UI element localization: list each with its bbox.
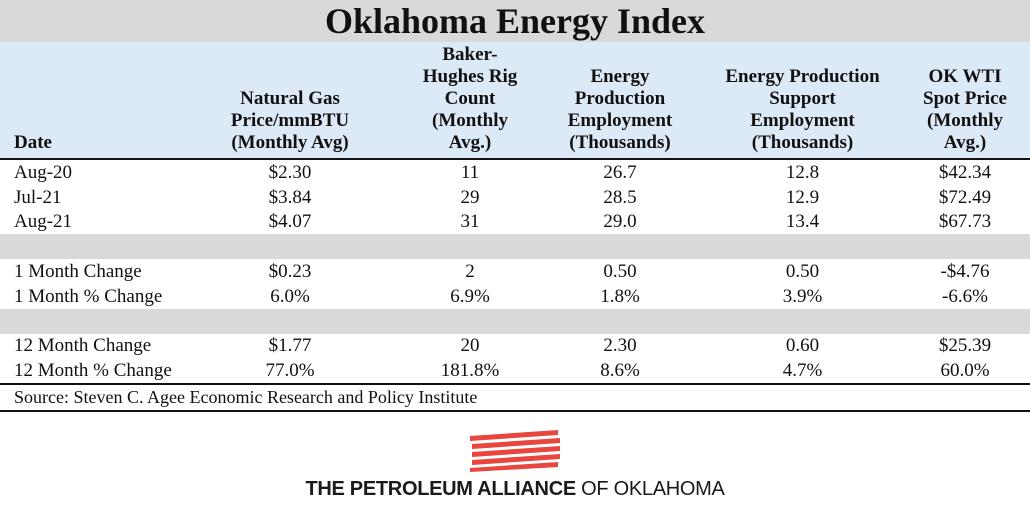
row-label: 1 Month Change (14, 261, 142, 282)
row-label: Aug-20 (14, 162, 73, 183)
table-cell: 6.9% (450, 286, 490, 307)
table-cell: 12.8 (785, 162, 820, 183)
table-cell: 8.6% (600, 360, 640, 381)
table-row: 1 Month Change $0.23 2 0.50 0.50 -$4.76 (0, 259, 1030, 284)
table-cell: 26.7 (603, 162, 637, 183)
table-cell: 29.0 (603, 211, 637, 232)
table-cell: 28.5 (603, 187, 637, 208)
page-title: Oklahoma Energy Index (0, 0, 1030, 42)
table-cell: $0.23 (268, 261, 312, 282)
logo-text-bold: THE PETROLEUM ALLIANCE (305, 478, 576, 500)
logo-wordmark: THE PETROLEUM ALLIANCE OF OKLAHOMA (0, 478, 1030, 501)
row-separator (0, 309, 1030, 334)
table-cell: $1.77 (268, 335, 312, 356)
table-cell: $42.34 (938, 162, 992, 183)
table-cell: $2.30 (268, 162, 312, 183)
table-cell: 2 (465, 261, 475, 282)
table-row: Jul-21 $3.84 29 28.5 12.9 $72.49 (0, 185, 1030, 210)
header-line: Energy (590, 66, 650, 87)
table-cell: $72.49 (938, 187, 992, 208)
table-cell: 1.8% (600, 286, 640, 307)
header-line: Count (444, 88, 496, 109)
table-cell: -$4.76 (940, 261, 990, 282)
row-label: 12 Month % Change (14, 360, 172, 381)
table-row: Aug-21 $4.07 31 29.0 13.4 $67.73 (0, 209, 1030, 234)
table-cell: 0.50 (785, 261, 820, 282)
header-production-employment: Energy Production Employment (Thousands) (550, 66, 690, 154)
header-line: Hughes Rig (422, 66, 518, 87)
header-rig-count: Baker- Hughes Rig Count (Monthly Avg.) (390, 44, 550, 154)
header-line: (Monthly (432, 110, 508, 131)
table-cell: $25.39 (938, 335, 992, 356)
table-cell: 0.50 (603, 261, 637, 282)
table-cell: 13.4 (785, 211, 820, 232)
table-row: Aug-20 $2.30 11 26.7 12.8 $42.34 (0, 160, 1030, 185)
header-line: Baker- (442, 44, 498, 65)
table-cell: 4.7% (782, 360, 823, 381)
header-support-employment: Energy Production Support Employment (Th… (715, 66, 890, 154)
table-row: 12 Month Change $1.77 20 2.30 0.60 $25.3… (0, 333, 1030, 358)
table-cell: 20 (460, 335, 480, 356)
header-date: Date (14, 132, 52, 153)
table-cell: $67.73 (938, 211, 992, 232)
table-cell: 29 (460, 187, 480, 208)
table-cell: 12.9 (785, 187, 820, 208)
header-line: (Thousands) (751, 132, 854, 153)
header-line: Production (574, 88, 666, 109)
header-line: (Monthly (927, 110, 1003, 131)
logo-text-light: OF OKLAHOMA (575, 478, 725, 500)
table-cell: 6.0% (270, 286, 310, 307)
table-cell: 11 (460, 162, 480, 183)
header-line: (Thousands) (569, 132, 671, 153)
table-cell: 60.0% (940, 360, 990, 381)
header-line: Employment (750, 110, 855, 131)
table-cell: 77.0% (265, 360, 315, 381)
header-line: Spot Price (923, 88, 1007, 109)
row-label: 12 Month Change (14, 335, 152, 356)
header-line: OK WTI (928, 66, 1002, 87)
source-note: Source: Steven C. Agee Economic Research… (0, 383, 1030, 412)
header-line: (Monthly Avg) (231, 132, 349, 153)
table-cell: 3.9% (782, 286, 823, 307)
table-cell: $4.07 (268, 211, 312, 232)
table-cell: 31 (460, 211, 480, 232)
row-label: Aug-21 (14, 211, 73, 232)
header-line: Support (769, 88, 836, 109)
header-natural-gas: Natural Gas Price/mmBTU (Monthly Avg) (210, 88, 370, 154)
header-line: Natural Gas (240, 88, 340, 109)
source-text: Source: Steven C. Agee Economic Research… (14, 387, 478, 407)
row-separator (0, 234, 1030, 259)
header-line: Energy Production (725, 66, 880, 87)
row-label: Jul-21 (14, 187, 62, 208)
table-cell: $3.84 (268, 187, 312, 208)
table-row: 12 Month % Change 77.0% 181.8% 8.6% 4.7%… (0, 358, 1030, 383)
header-wti-price: OK WTI Spot Price (Monthly Avg.) (905, 66, 1025, 154)
table-cell: 181.8% (440, 360, 500, 381)
header-line: Employment (567, 110, 673, 131)
table-cell: 2.30 (603, 335, 637, 356)
header-line: Avg.) (448, 132, 492, 153)
header-line: Avg.) (943, 132, 987, 153)
table-cell: -6.6% (942, 286, 988, 307)
stripes-flag-icon (470, 430, 560, 472)
row-label: 1 Month % Change (14, 286, 163, 307)
header-line: Price/mmBTU (230, 110, 350, 131)
table-row: 1 Month % Change 6.0% 6.9% 1.8% 3.9% -6.… (0, 284, 1030, 309)
table-cell: 0.60 (785, 335, 820, 356)
table-header: Date Natural Gas Price/mmBTU (Monthly Av… (0, 42, 1030, 160)
